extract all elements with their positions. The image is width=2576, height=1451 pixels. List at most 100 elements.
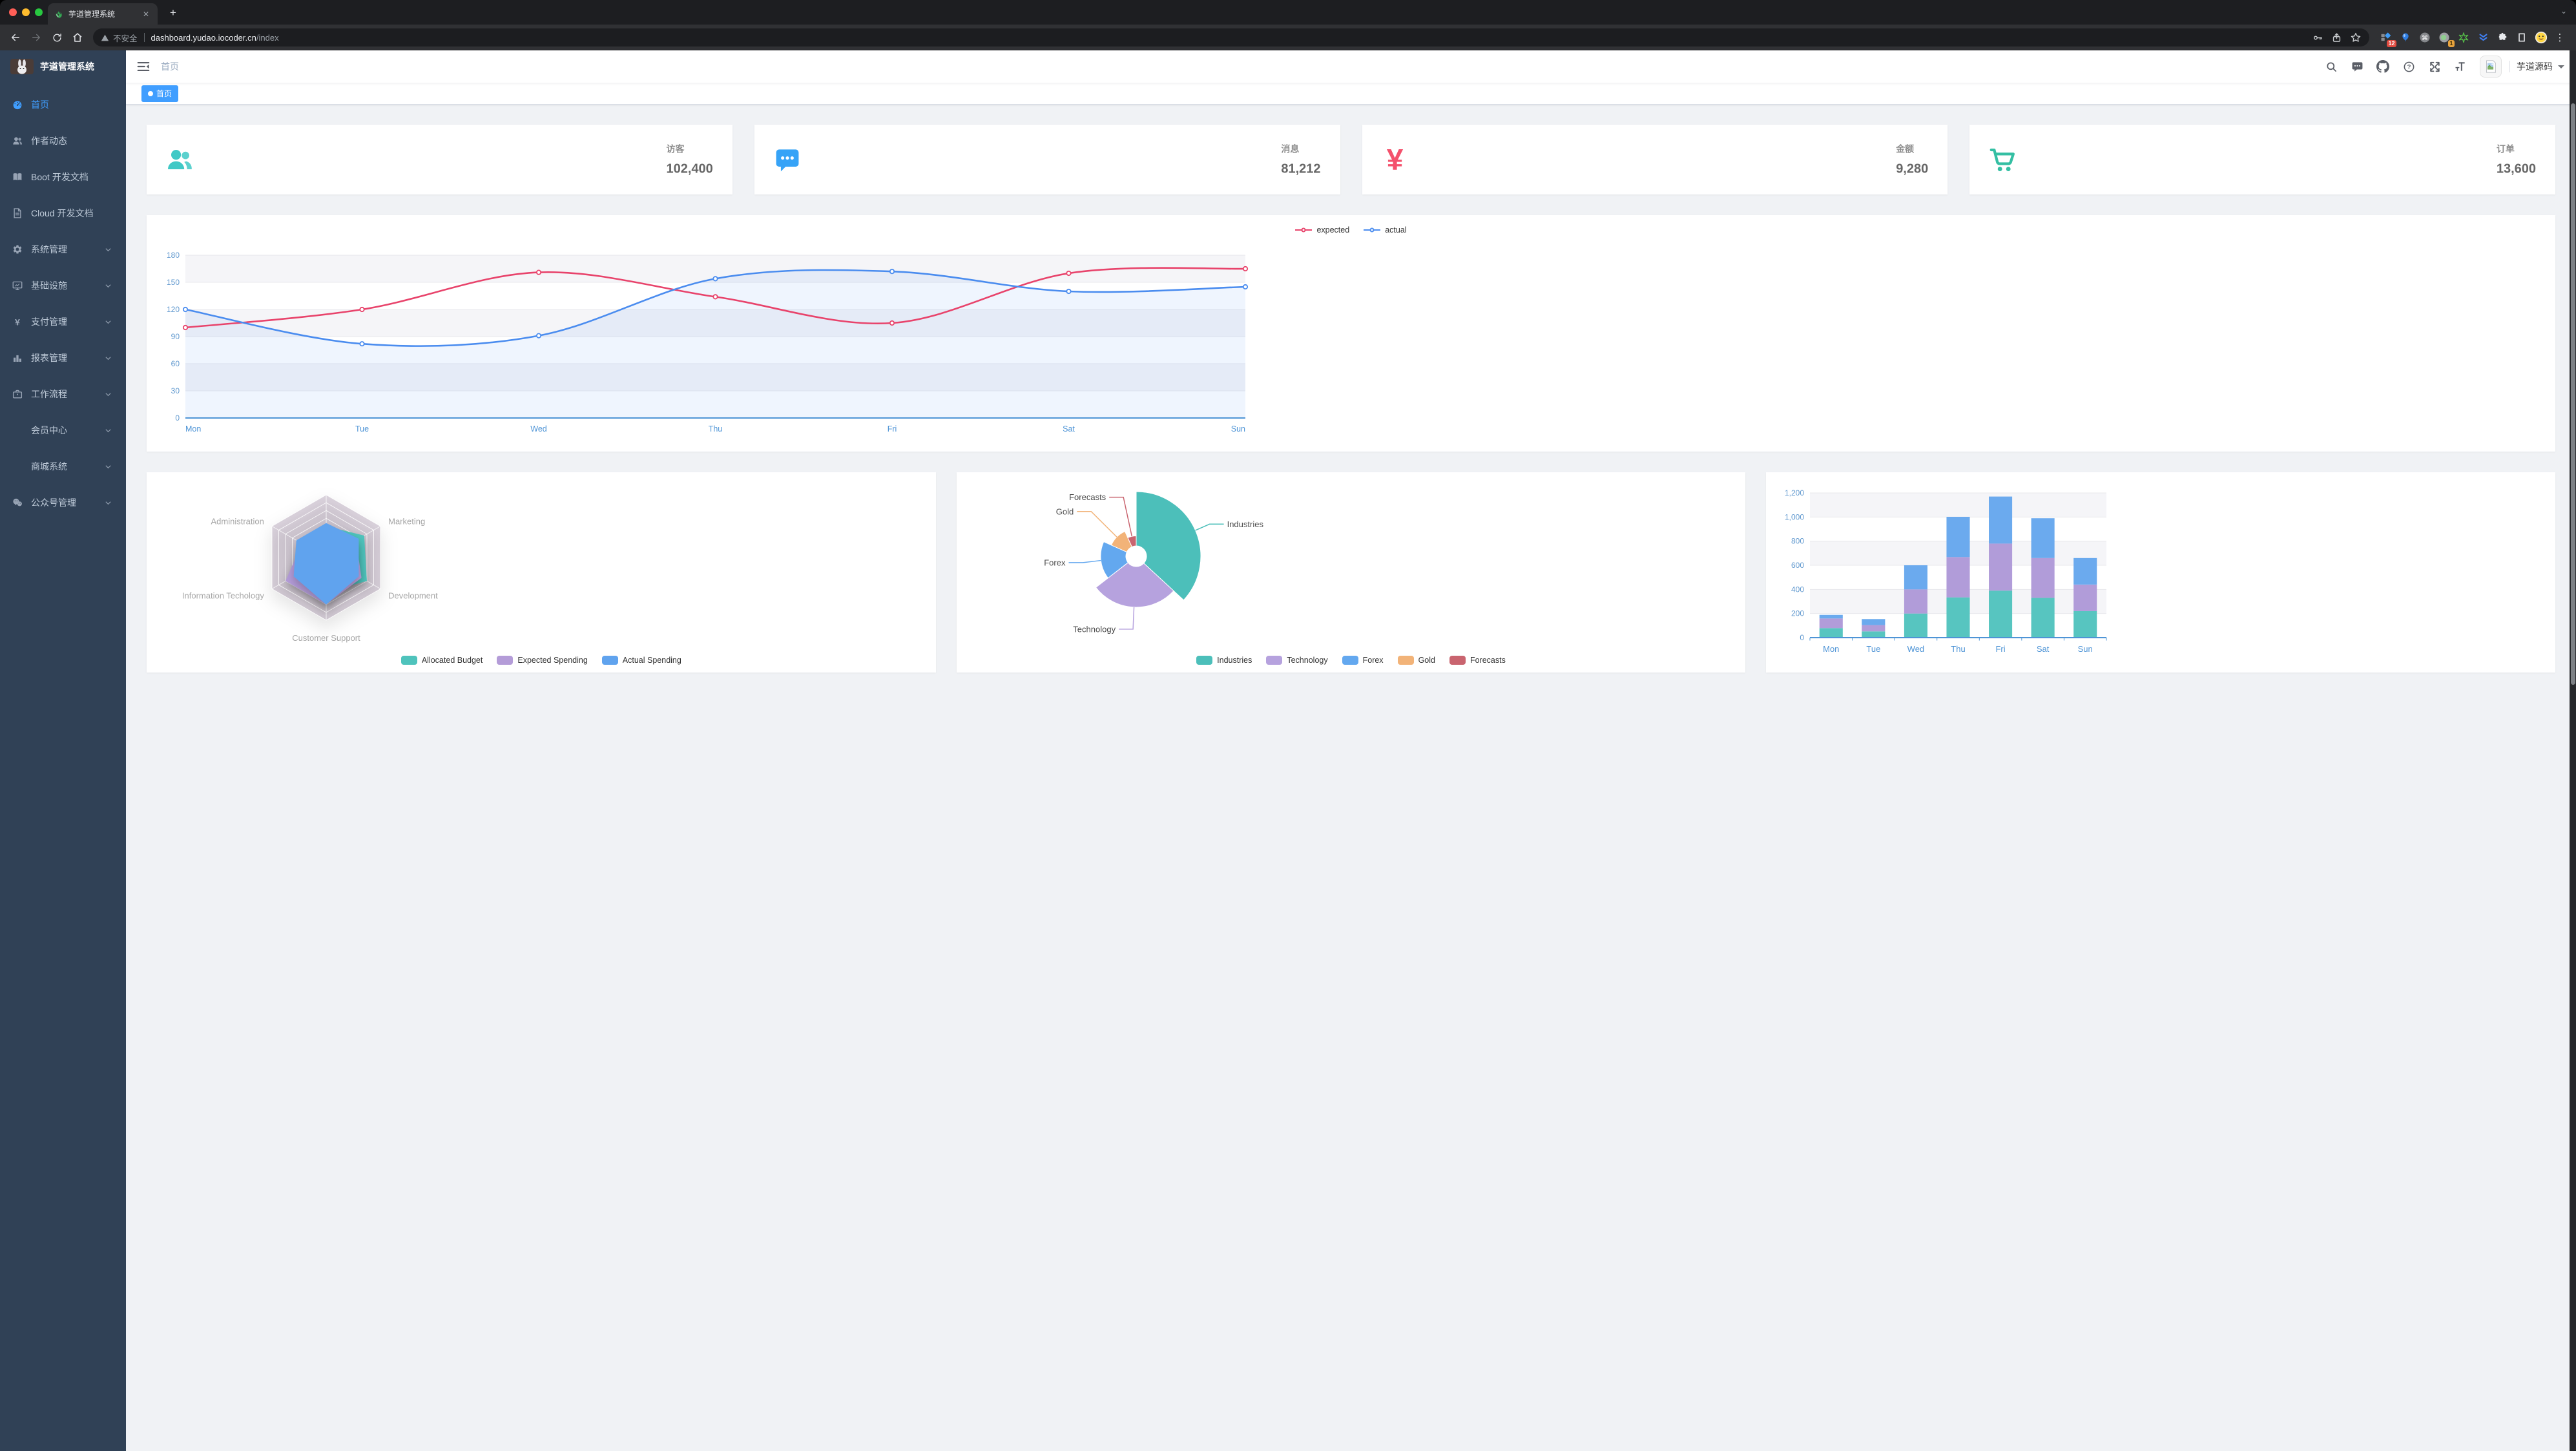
share-icon[interactable] — [2331, 32, 2342, 43]
stat-card-2[interactable]: ¥ 金额 9,280 — [1362, 125, 1948, 194]
sidebar-logo[interactable]: 芋道管理系统 — [0, 50, 126, 83]
extension-star-icon[interactable] — [2456, 30, 2471, 45]
extension-reader-icon[interactable] — [2514, 30, 2529, 45]
svg-text:Customer Support: Customer Support — [292, 633, 360, 643]
tab-search-icon[interactable]: ⌄ — [2560, 6, 2567, 16]
legend-item[interactable]: Allocated Budget — [400, 656, 483, 665]
reload-button[interactable] — [48, 28, 66, 47]
forward-button[interactable] — [27, 28, 45, 47]
help-icon[interactable]: ? — [2396, 50, 2422, 83]
window-controls[interactable] — [9, 8, 43, 16]
minimize-window-button[interactable] — [22, 8, 30, 16]
bookmark-star-icon[interactable] — [2350, 32, 2362, 43]
extension-recorder-icon[interactable]: 1 — [2436, 30, 2455, 47]
legend-label: Allocated Budget — [421, 656, 483, 665]
github-icon[interactable] — [2370, 50, 2396, 83]
legend-item[interactable]: Actual Spending — [601, 656, 681, 665]
monitor-icon — [12, 280, 23, 291]
sidebar-item-label: 工作流程 — [31, 389, 67, 399]
sidebar-item-1[interactable]: 作者动态 — [0, 123, 126, 159]
legend-item[interactable]: Industries — [1196, 656, 1252, 665]
sidebar-item-2[interactable]: Boot 开发文档 — [0, 159, 126, 195]
sidebar-item-8[interactable]: 工作流程 — [0, 376, 126, 412]
browser-tabstrip: 芋道管理系统 ✕ + ⌄ — [0, 0, 2576, 25]
extension-chevrons-icon[interactable] — [2475, 30, 2491, 45]
sidebar-item-label: 会员中心 — [31, 425, 67, 435]
sidebar-item-9[interactable]: 会员中心 — [0, 412, 126, 448]
sidebar-item-7[interactable]: 报表管理 — [0, 340, 126, 376]
chevron-down-icon — [105, 391, 112, 398]
sidebar-item-label: 基础设施 — [31, 280, 67, 291]
svg-text:Thu: Thu — [709, 424, 723, 433]
navbar-actions: ? 芋道源码 — [2318, 50, 2576, 83]
sidebar-item-3[interactable]: Cloud 开发文档 — [0, 195, 126, 231]
user-dropdown[interactable]: 芋道源码 — [2480, 56, 2564, 78]
search-icon[interactable] — [2318, 50, 2344, 83]
home-button[interactable] — [68, 28, 87, 47]
breadcrumb[interactable]: 首页 — [161, 61, 179, 72]
legend-item[interactable]: Technology — [1266, 656, 1328, 665]
pie-chart-legend: Industries Technology Forex Gold Forecasts — [957, 656, 1746, 665]
svg-text:Wed: Wed — [530, 424, 547, 433]
tab-title: 芋道管理系统 — [68, 10, 116, 19]
sidebar-item-10[interactable]: 商城系统 — [0, 448, 126, 485]
scrollbar-thumb[interactable] — [2570, 103, 2575, 685]
sidebar-item-label: 首页 — [31, 99, 49, 110]
svg-text:Gold: Gold — [1055, 506, 1073, 516]
gear-icon — [12, 244, 23, 255]
hamburger-icon[interactable] — [136, 59, 151, 74]
sidebar-item-label: 公众号管理 — [31, 497, 76, 508]
stat-label: 访客 — [666, 143, 685, 154]
legend-label: expected — [1316, 225, 1350, 235]
password-key-icon[interactable] — [2312, 32, 2323, 43]
sidebar-item-0-active[interactable]: 首页 — [0, 87, 126, 123]
legend-line-marker — [1295, 227, 1313, 233]
favicon-leaf-icon — [54, 10, 63, 19]
legend-item[interactable]: Gold — [1397, 656, 1435, 665]
radar-chart-legend: Allocated Budget Expected Spending Actual … — [147, 656, 936, 665]
extension-tampermonkey-icon[interactable]: 12 — [2378, 30, 2396, 47]
extension-balloon-icon[interactable] — [2398, 30, 2413, 45]
stat-card-1[interactable]: 消息 81,212 — [754, 125, 1340, 194]
legend-item[interactable]: expected — [1295, 225, 1349, 235]
tab-close-icon[interactable]: ✕ — [142, 9, 150, 19]
legend-item[interactable]: Forex — [1342, 656, 1384, 665]
main-area: 首页 ? — [126, 50, 2576, 1451]
new-tab-button[interactable]: + — [170, 6, 176, 19]
sidebar-item-4[interactable]: 系统管理 — [0, 231, 126, 267]
legend-item[interactable]: Expected Spending — [497, 656, 588, 665]
legend-label: Industries — [1217, 656, 1252, 665]
stat-text: 访客 102,400 — [666, 143, 712, 177]
extensions-puzzle-icon[interactable] — [2495, 30, 2510, 45]
browser-menu-icon[interactable]: ⋮ — [2555, 32, 2565, 43]
message-icon[interactable] — [2344, 50, 2370, 83]
security-warning[interactable]: 不安全 — [101, 32, 138, 44]
chevron-down-icon — [2558, 65, 2564, 72]
sidebar-item-11[interactable]: 公众号管理 — [0, 485, 126, 521]
svg-text:Development: Development — [388, 591, 438, 601]
back-button[interactable] — [6, 28, 25, 47]
page-scrollbar[interactable] — [2570, 50, 2576, 1451]
user-avatar-broken-image — [2480, 56, 2502, 78]
sidebar-item-5[interactable]: 基础设施 — [0, 267, 126, 304]
address-bar[interactable]: 不安全 dashboard.yudao.iocoder.cn/index — [93, 28, 2369, 47]
extension-command-icon[interactable]: ⌘ — [2417, 30, 2433, 45]
maximize-window-button[interactable] — [35, 8, 43, 16]
tag-home[interactable]: 首页 — [141, 85, 179, 102]
profile-avatar-icon[interactable] — [2533, 30, 2549, 45]
sidebar-item-label: Cloud 开发文档 — [31, 208, 94, 218]
stat-card-0[interactable]: 访客 102,400 — [147, 125, 732, 194]
sidebar-item-6[interactable]: ¥ 支付管理 — [0, 304, 126, 340]
svg-text:180: 180 — [167, 251, 180, 260]
browser-tab[interactable]: 芋道管理系统 ✕ — [48, 3, 158, 25]
font-size-icon[interactable] — [2447, 50, 2473, 83]
stat-card-3[interactable]: 订单 13,600 — [1969, 125, 2555, 194]
close-window-button[interactable] — [9, 8, 17, 16]
urlbar-divider — [143, 33, 145, 42]
url-host: dashboard.yudao.iocoder.cn — [151, 32, 256, 43]
legend-item[interactable]: actual — [1364, 225, 1407, 235]
fullscreen-icon[interactable] — [2422, 50, 2447, 83]
sidebar-item-label: 系统管理 — [31, 244, 67, 255]
legend-item[interactable]: Forecasts — [1449, 656, 1506, 665]
radar-chart: SalesAdministrationInformation Techology… — [182, 472, 438, 643]
